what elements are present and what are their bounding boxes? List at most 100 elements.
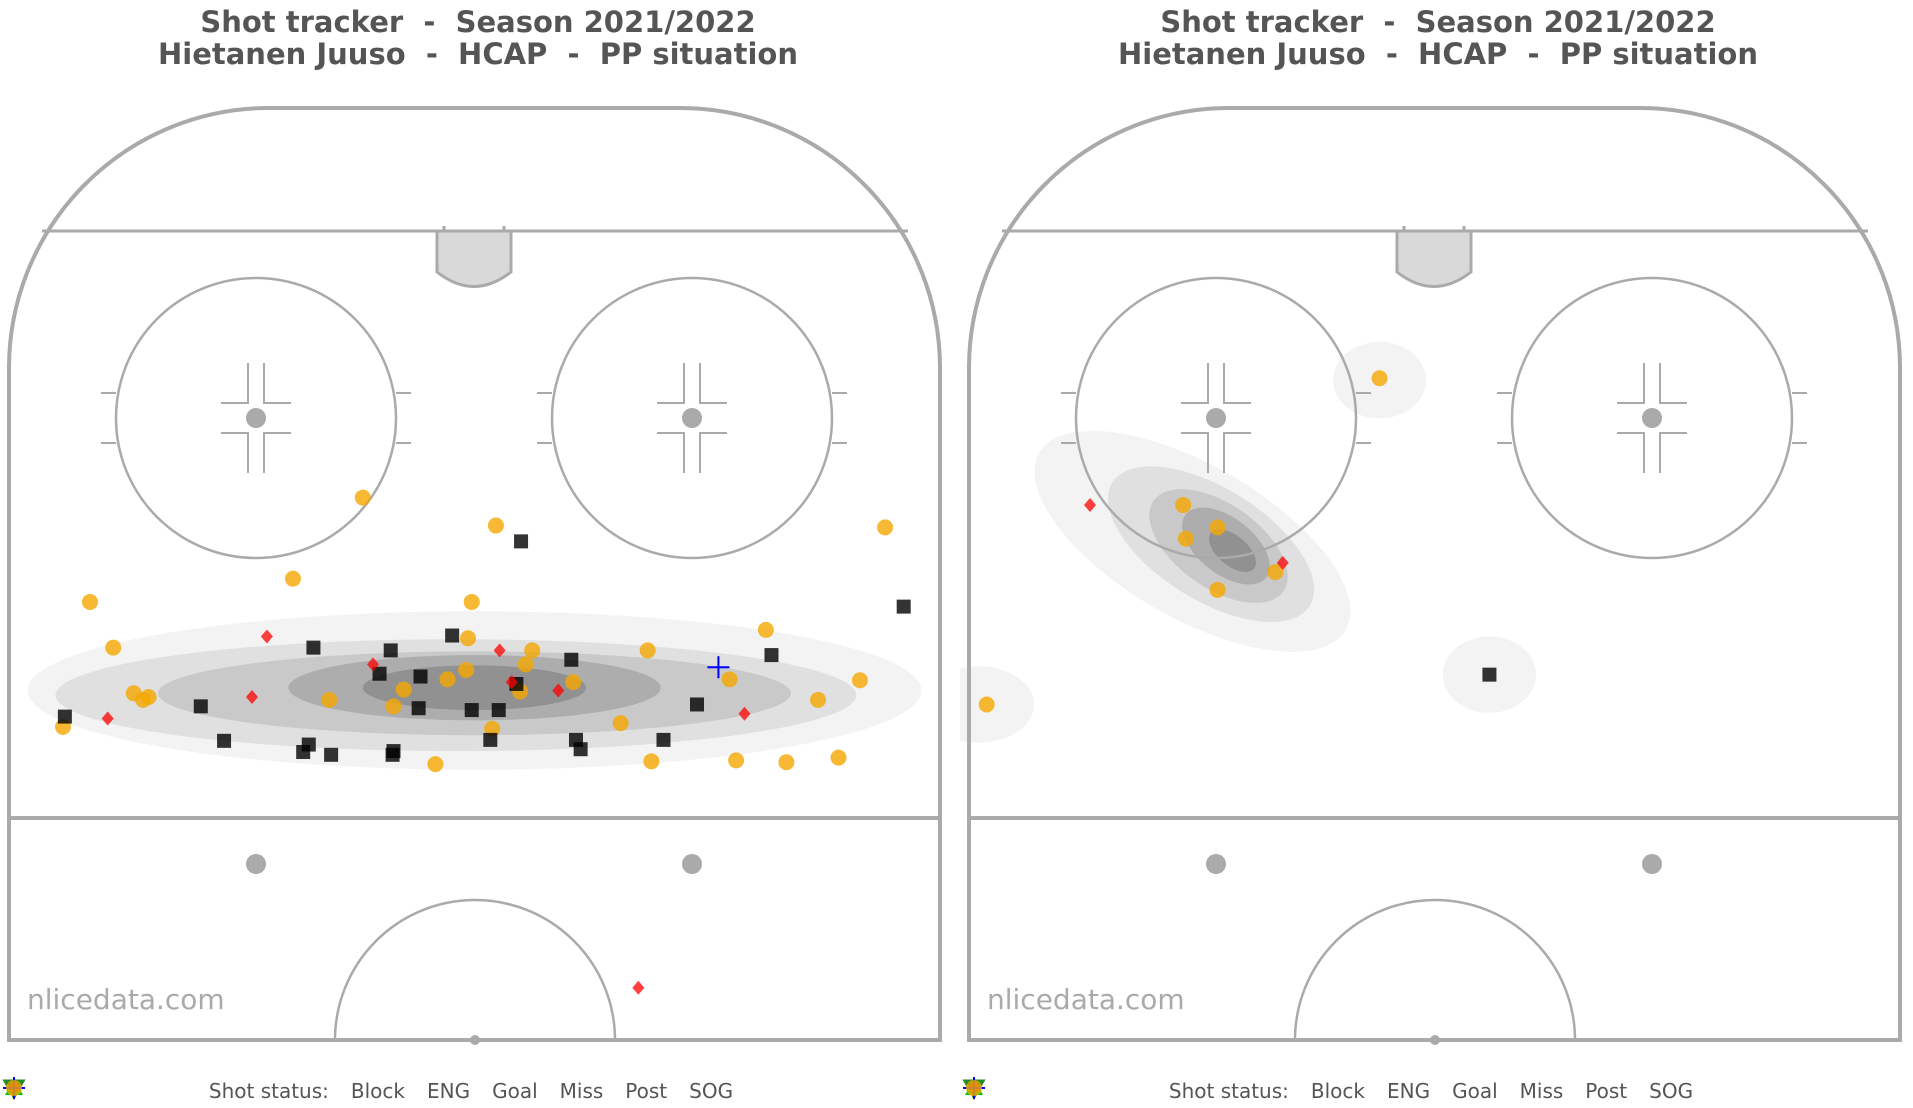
shot-sog bbox=[458, 661, 475, 678]
legend-item-post: Post bbox=[3, 1077, 668, 1103]
legend-label: Shot status: bbox=[1168, 1079, 1289, 1103]
rink-plot: nlicedata.com bbox=[960, 106, 1902, 1045]
rink-boards bbox=[7, 106, 942, 1042]
faceoff-circle bbox=[1510, 276, 1794, 560]
shot-sog bbox=[1175, 497, 1192, 514]
shot-sog bbox=[1209, 581, 1226, 598]
shot-markers bbox=[54, 489, 911, 995]
faceoff-marker bbox=[1659, 432, 1687, 473]
shot-block bbox=[483, 732, 498, 747]
legend-item-miss: Miss bbox=[968, 1079, 1563, 1103]
shot-sog bbox=[427, 756, 444, 773]
shot-miss bbox=[367, 657, 380, 672]
center-dot bbox=[1430, 1035, 1440, 1045]
shot-sog bbox=[728, 752, 745, 769]
shot-sog bbox=[105, 639, 122, 656]
density-contour bbox=[1209, 529, 1256, 572]
chart-title: Shot tracker - Season 2021/2022 Hietanen… bbox=[0, 6, 956, 70]
shot-block bbox=[1482, 667, 1497, 682]
title-line-1: Shot tracker - Season 2021/2022 bbox=[200, 5, 756, 39]
shot-miss bbox=[505, 675, 518, 690]
legend-item-label: SOG bbox=[689, 1079, 734, 1103]
faceoff-circle bbox=[114, 276, 398, 560]
chart-title: Shot tracker - Season 2021/2022 Hietanen… bbox=[960, 6, 1913, 70]
legend-item-label: Goal bbox=[1452, 1079, 1498, 1103]
goal-crease bbox=[1395, 229, 1473, 288]
shot-post bbox=[707, 656, 730, 679]
shot-sog bbox=[851, 672, 868, 689]
shot-sog bbox=[487, 517, 504, 534]
shot-density bbox=[27, 611, 922, 770]
title-line-1: Shot tracker - Season 2021/2022 bbox=[1160, 5, 1716, 39]
shot-sog bbox=[81, 593, 98, 610]
rink-lines bbox=[967, 106, 1902, 1045]
shot-block bbox=[301, 737, 316, 752]
legend-item-label: Post bbox=[1585, 1079, 1628, 1103]
legend-item-label: Block bbox=[350, 1079, 405, 1103]
faceoff-dot bbox=[246, 408, 266, 428]
faceoff-dot bbox=[1206, 408, 1226, 428]
legend-item-label: Miss bbox=[559, 1079, 604, 1103]
shot-sog bbox=[810, 691, 827, 708]
faceoff-dot bbox=[682, 408, 702, 428]
shot-miss bbox=[738, 706, 751, 721]
faceoff-marker bbox=[657, 432, 685, 473]
shot-block bbox=[372, 666, 387, 681]
shot-sog bbox=[877, 519, 894, 536]
shot-block bbox=[573, 742, 588, 757]
faceoff-circle bbox=[1074, 276, 1358, 560]
neutral-zone-dot bbox=[246, 854, 266, 874]
shot-block bbox=[764, 648, 779, 663]
shot-sog bbox=[484, 720, 501, 737]
shot-block bbox=[656, 732, 671, 747]
shot-miss bbox=[1084, 498, 1097, 513]
faceoff-marker bbox=[1223, 432, 1251, 473]
shot-miss bbox=[101, 711, 114, 726]
shot-sog bbox=[524, 642, 541, 659]
faceoff-marker bbox=[657, 363, 685, 404]
shot-sog bbox=[354, 489, 371, 506]
title-line-2: Hietanen Juuso - HCAP - PP situation bbox=[158, 37, 798, 71]
legend-item-block: Block bbox=[967, 1079, 1365, 1103]
shot-sog bbox=[1371, 370, 1388, 387]
shot-block bbox=[306, 640, 321, 655]
shot-sog bbox=[830, 749, 847, 766]
faceoff-marker bbox=[699, 363, 727, 404]
shot-sog bbox=[612, 715, 629, 732]
shot-sog bbox=[284, 570, 301, 587]
shot-sog bbox=[1209, 519, 1226, 536]
sog-marker-icon bbox=[6, 1080, 22, 1096]
shot-sog bbox=[395, 681, 412, 698]
shot-miss bbox=[632, 980, 645, 995]
faceoff-marker bbox=[699, 432, 727, 473]
shot-sog bbox=[459, 630, 476, 647]
rink-boards bbox=[967, 106, 1902, 1042]
title-line-2: Hietanen Juuso - HCAP - PP situation bbox=[1118, 37, 1758, 71]
legend-item-sog: SOG bbox=[966, 1079, 1693, 1103]
faceoff-marker bbox=[263, 363, 291, 404]
shot-sog bbox=[1267, 564, 1284, 581]
faceoff-marker bbox=[1617, 363, 1645, 404]
legend-item-label: Post bbox=[625, 1079, 668, 1103]
shot-sog bbox=[757, 621, 774, 638]
center-circle bbox=[1293, 898, 1577, 1041]
shot-sog bbox=[639, 642, 656, 659]
shot-block bbox=[413, 669, 428, 684]
legend-item-label: Block bbox=[1310, 1079, 1365, 1103]
shot-block bbox=[217, 733, 232, 748]
shot-block bbox=[193, 699, 208, 714]
shot-sog bbox=[978, 696, 995, 713]
faceoff-marker bbox=[1181, 363, 1209, 404]
shot-sog bbox=[463, 593, 480, 610]
shot-sog bbox=[966, 1080, 982, 1096]
neutral-zone-dot bbox=[1642, 854, 1662, 874]
shot-sog bbox=[385, 698, 402, 715]
legend: Shot status: Block ENG Goal Miss Post SOG bbox=[0, 1074, 956, 1108]
shot-sog bbox=[517, 656, 534, 673]
faceoff-marker bbox=[1181, 432, 1209, 473]
shot-block bbox=[896, 599, 911, 614]
watermark: nlicedata.com bbox=[987, 983, 1185, 1016]
legend-item-eng: ENG bbox=[962, 1079, 1430, 1103]
legend-item-label: Goal bbox=[492, 1079, 538, 1103]
legend-item-label: ENG bbox=[426, 1079, 471, 1103]
